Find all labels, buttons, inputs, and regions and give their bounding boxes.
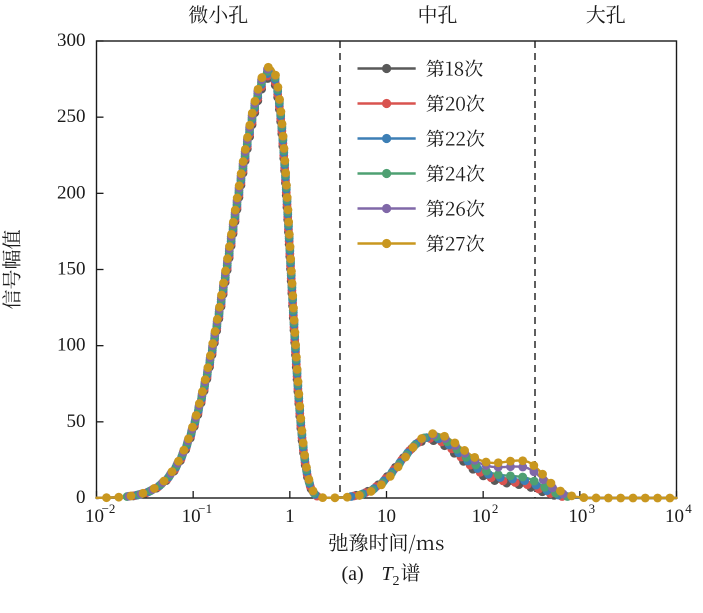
- svg-text:4: 4: [685, 501, 692, 516]
- svg-text:弛豫时间/ms: 弛豫时间/ms: [329, 527, 445, 556]
- svg-text:2: 2: [393, 574, 400, 589]
- svg-text:谱: 谱: [401, 557, 421, 586]
- svg-text:中孔: 中孔: [418, 0, 458, 28]
- svg-text:250: 250: [57, 106, 86, 127]
- svg-text:信号幅值: 信号幅值: [0, 230, 25, 310]
- svg-text:10: 10: [568, 506, 587, 527]
- svg-text:第27次: 第27次: [426, 230, 485, 257]
- svg-text:大孔: 大孔: [586, 0, 626, 28]
- svg-text:150: 150: [57, 259, 86, 280]
- svg-text:10: 10: [472, 506, 491, 527]
- svg-text:1: 1: [285, 506, 295, 527]
- svg-text:第20次: 第20次: [426, 90, 485, 117]
- svg-text:2: 2: [492, 501, 499, 516]
- svg-text:第24次: 第24次: [426, 160, 485, 187]
- svg-text:−2: −2: [102, 501, 116, 516]
- svg-text:3: 3: [589, 501, 596, 516]
- svg-text:10: 10: [377, 506, 396, 527]
- svg-text:300: 300: [57, 30, 86, 51]
- svg-text:200: 200: [57, 182, 86, 203]
- svg-text:第26次: 第26次: [426, 195, 485, 222]
- svg-text:第18次: 第18次: [426, 55, 484, 82]
- svg-text:50: 50: [67, 411, 86, 432]
- svg-text:100: 100: [57, 335, 86, 356]
- svg-text:第22次: 第22次: [426, 125, 485, 152]
- svg-text:(a): (a): [342, 563, 364, 585]
- svg-text:10: 10: [665, 506, 684, 527]
- svg-text:−1: −1: [198, 501, 212, 516]
- svg-text:0: 0: [76, 487, 86, 508]
- svg-text:微小孔: 微小孔: [188, 0, 248, 28]
